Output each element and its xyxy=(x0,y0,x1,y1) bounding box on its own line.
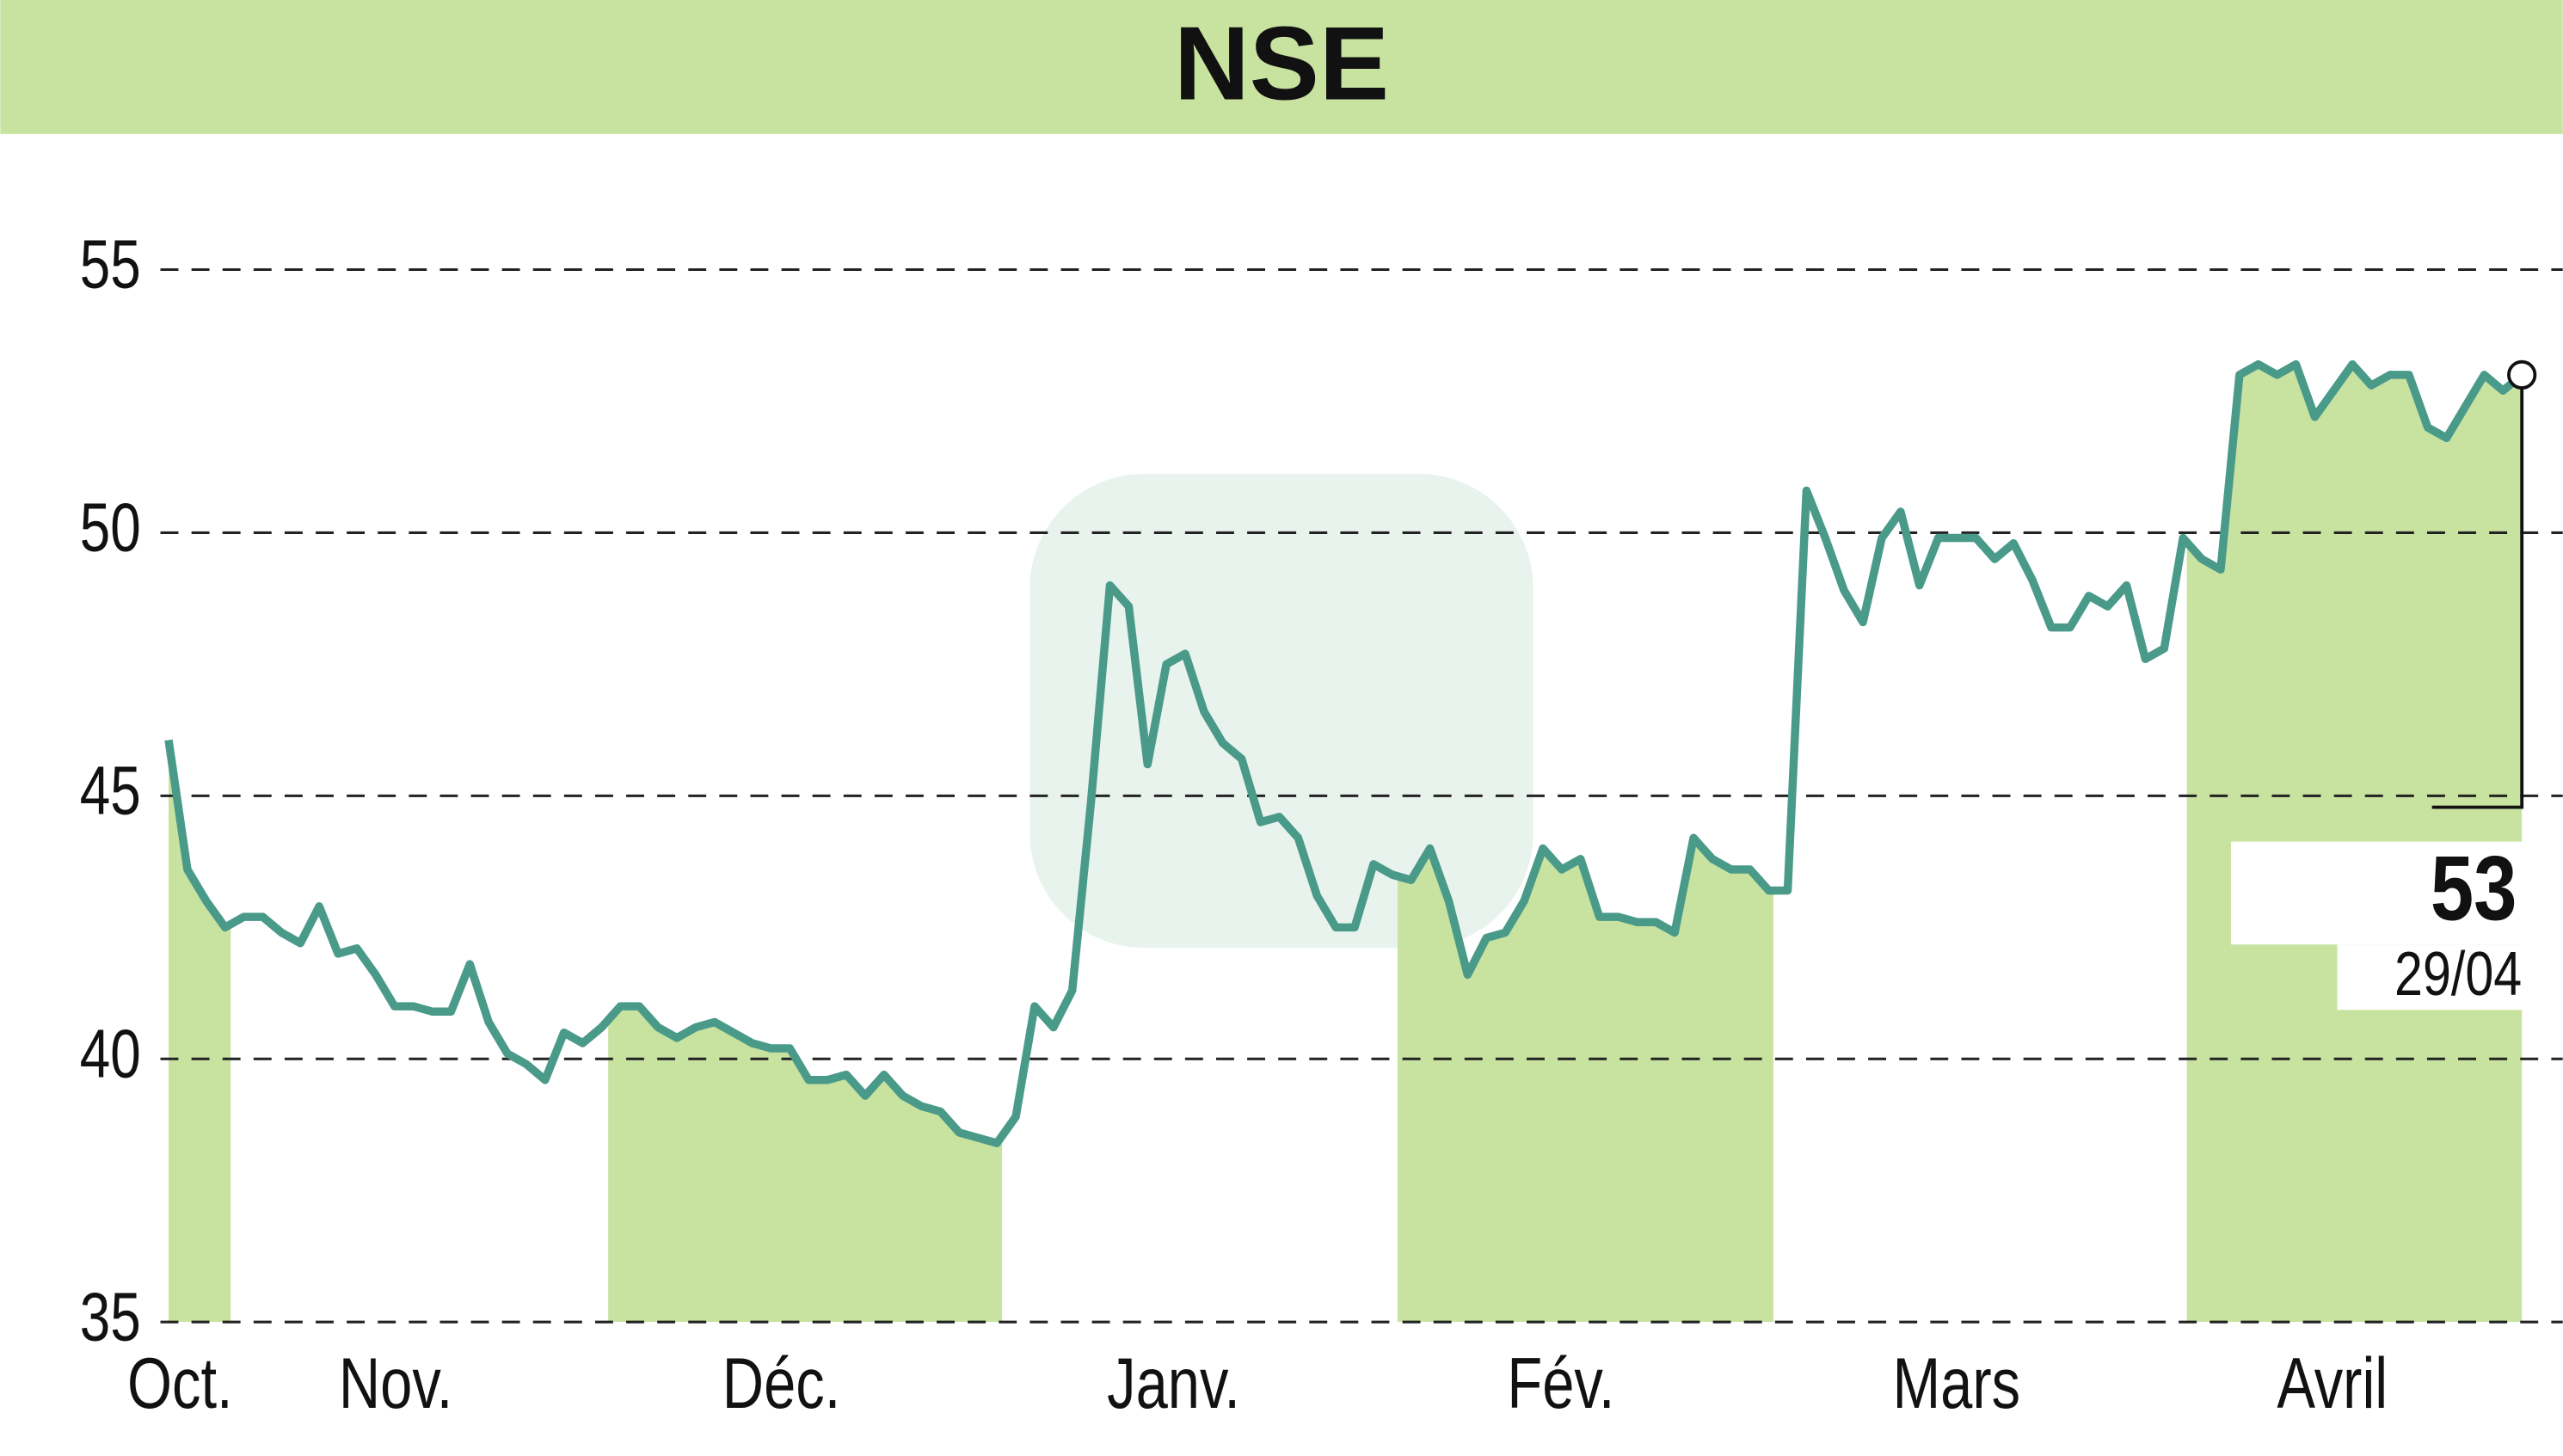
y-tick-label: 45 xyxy=(80,753,141,829)
x-tick-label: Mars xyxy=(1892,1343,2020,1424)
x-tick-label: Janv. xyxy=(1107,1343,1240,1424)
last-value: 53 xyxy=(2431,837,2517,939)
label-box xyxy=(2230,841,2525,945)
y-tick-label: 55 xyxy=(80,227,141,303)
y-tick-label: 35 xyxy=(80,1280,141,1355)
watermark xyxy=(1030,474,1533,949)
x-tick-label: Déc. xyxy=(722,1343,841,1424)
connector xyxy=(2431,374,2524,809)
y-tick-label: 40 xyxy=(80,1017,141,1092)
x-tick-label: Avril xyxy=(2277,1343,2388,1424)
title-band xyxy=(0,0,2563,134)
x-tick-label: Fév. xyxy=(1507,1343,1614,1424)
last-point xyxy=(2507,359,2537,390)
price-line xyxy=(164,359,2525,1147)
x-tick-label: Nov. xyxy=(339,1343,453,1424)
last-date: 29/04 xyxy=(2394,939,2522,1009)
date-box xyxy=(2337,944,2525,1011)
x-tick-label: Oct. xyxy=(127,1343,233,1424)
chart-title: NSE xyxy=(1174,5,1389,122)
y-tick-label: 50 xyxy=(80,490,141,566)
